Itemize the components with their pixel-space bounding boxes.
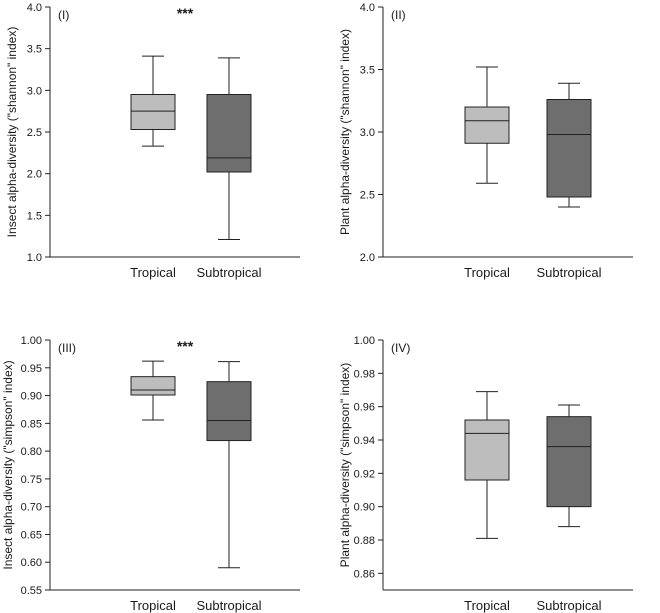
y-tick-label: 3.0 (27, 85, 42, 97)
y-tick-label: 0.65 (21, 529, 42, 541)
category-label: Subtropical (536, 598, 601, 613)
y-tick-label: 4.0 (360, 2, 375, 14)
category-label: Tropical (464, 598, 510, 613)
box-tropical: Tropical (130, 360, 176, 613)
box-tropical: Tropical (130, 55, 176, 280)
y-tick-label: 0.96 (354, 402, 375, 414)
category-label: Tropical (464, 265, 510, 280)
y-tick-label: 0.86 (354, 568, 375, 580)
y-tick-label: 4.0 (27, 2, 42, 14)
y-tick-label: 0.60 (21, 557, 42, 569)
box-subtropical: Subtropical (196, 57, 262, 280)
y-tick-label: 0.90 (354, 502, 375, 514)
y-tick-label: 0.80 (21, 446, 42, 458)
y-tick-label: 1.0 (27, 252, 42, 264)
category-label: Tropical (130, 265, 176, 280)
y-tick-label: 2.5 (27, 127, 42, 139)
panel-2: 2.0 2.5 3.0 3.5 4.0 Plant alpha-diversity ("s… (338, 2, 633, 280)
iqr-box (464, 106, 510, 144)
iqr-box (464, 419, 510, 481)
iqr-box (546, 99, 592, 198)
iqr-box (130, 376, 176, 396)
y-tick-label: 0.70 (21, 502, 42, 514)
box-tropical: Tropical (464, 391, 510, 613)
panel-3: 0.55 0.60 0.65 0.70 0.75 0.80 0.85 0.90 0.95 1.00… (1, 335, 300, 613)
panel-label: (II) (391, 8, 406, 22)
y-tick-label: 0.55 (21, 585, 42, 597)
panel-1: 1.0 1.5 2.0 2.5 3.0 3.5 4.0 Insect alpha-divers… (5, 2, 300, 280)
category-label: Subtropical (196, 598, 261, 613)
y-axis-title: Plant alpha-diversity ("simpson" index) (338, 363, 352, 568)
box-subtropical: Subtropical (196, 361, 262, 613)
panel-label: (I) (58, 8, 69, 22)
category-label: Tropical (130, 598, 176, 613)
y-tick-label: 3.0 (360, 127, 375, 139)
box-tropical: Tropical (464, 66, 510, 280)
y-tick-label: 0.98 (354, 368, 375, 380)
y-tick-label: 2.5 (360, 190, 375, 202)
y-tick-label: 1.5 (27, 210, 42, 222)
y-tick-label: 0.88 (354, 535, 375, 547)
y-axis-title: Insect alpha-diversity ("simpson" index) (1, 360, 15, 569)
y-axis-title: Plant alpha-diversity ("shannon" index) (338, 29, 352, 235)
iqr-box (206, 94, 252, 173)
panel-4: 0.86 0.88 0.90 0.92 0.94 0.96 0.98 1.00 Plant al… (338, 335, 633, 613)
y-tick-label: 1.00 (21, 335, 42, 347)
significance-marker: *** (177, 338, 194, 354)
y-axis-title: Insect alpha-diversity ("shannon" index) (5, 27, 19, 238)
panel-label: (III) (58, 341, 76, 355)
iqr-box (206, 381, 252, 442)
category-label: Subtropical (536, 265, 601, 280)
category-label: Subtropical (196, 265, 261, 280)
iqr-box (546, 416, 592, 508)
y-tick-label: 2.0 (360, 252, 375, 264)
y-tick-label: 0.92 (354, 468, 375, 480)
y-tick-label: 0.90 (21, 391, 42, 403)
y-tick-label: 3.5 (360, 65, 375, 77)
box-subtropical: Subtropical (536, 82, 602, 280)
y-tick-label: 0.85 (21, 418, 42, 430)
panel-label: (IV) (391, 341, 410, 355)
y-tick-label: 3.5 (27, 44, 42, 56)
significance-marker: *** (177, 5, 194, 21)
iqr-box (130, 94, 176, 130)
y-tick-label: 0.94 (354, 435, 375, 447)
y-tick-label: 0.75 (21, 474, 42, 486)
box-subtropical: Subtropical (536, 404, 602, 613)
y-tick-label: 2.0 (27, 169, 42, 181)
y-tick-label: 0.95 (21, 363, 42, 375)
y-tick-label: 1.00 (354, 335, 375, 347)
